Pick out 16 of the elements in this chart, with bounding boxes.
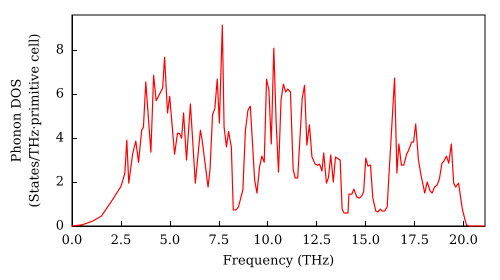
x-axis-title: Frequency (THz) <box>222 253 334 268</box>
y-tick-label: 8 <box>56 42 64 58</box>
y-tick-label: 2 <box>56 174 64 190</box>
x-tick-label: 15.0 <box>351 233 380 248</box>
x-tick-label: 10.0 <box>253 233 282 248</box>
y-tick-label: 0 <box>56 218 64 234</box>
y-tick-label: 6 <box>56 86 64 102</box>
x-tick-label: 5.0 <box>160 233 180 248</box>
x-tick-label: 20.0 <box>448 233 478 248</box>
x-tick-label: 12.5 <box>302 233 332 248</box>
y-tick-label: 4 <box>56 130 64 146</box>
y-axis-title: Phonon DOS (States/THz·primitive cell) <box>10 33 42 208</box>
x-tick-label: 17.5 <box>400 233 430 248</box>
x-tick-label: 7.5 <box>208 233 230 248</box>
x-tick-label: 2.5 <box>110 233 132 248</box>
x-tick-label: 0.0 <box>62 233 82 248</box>
